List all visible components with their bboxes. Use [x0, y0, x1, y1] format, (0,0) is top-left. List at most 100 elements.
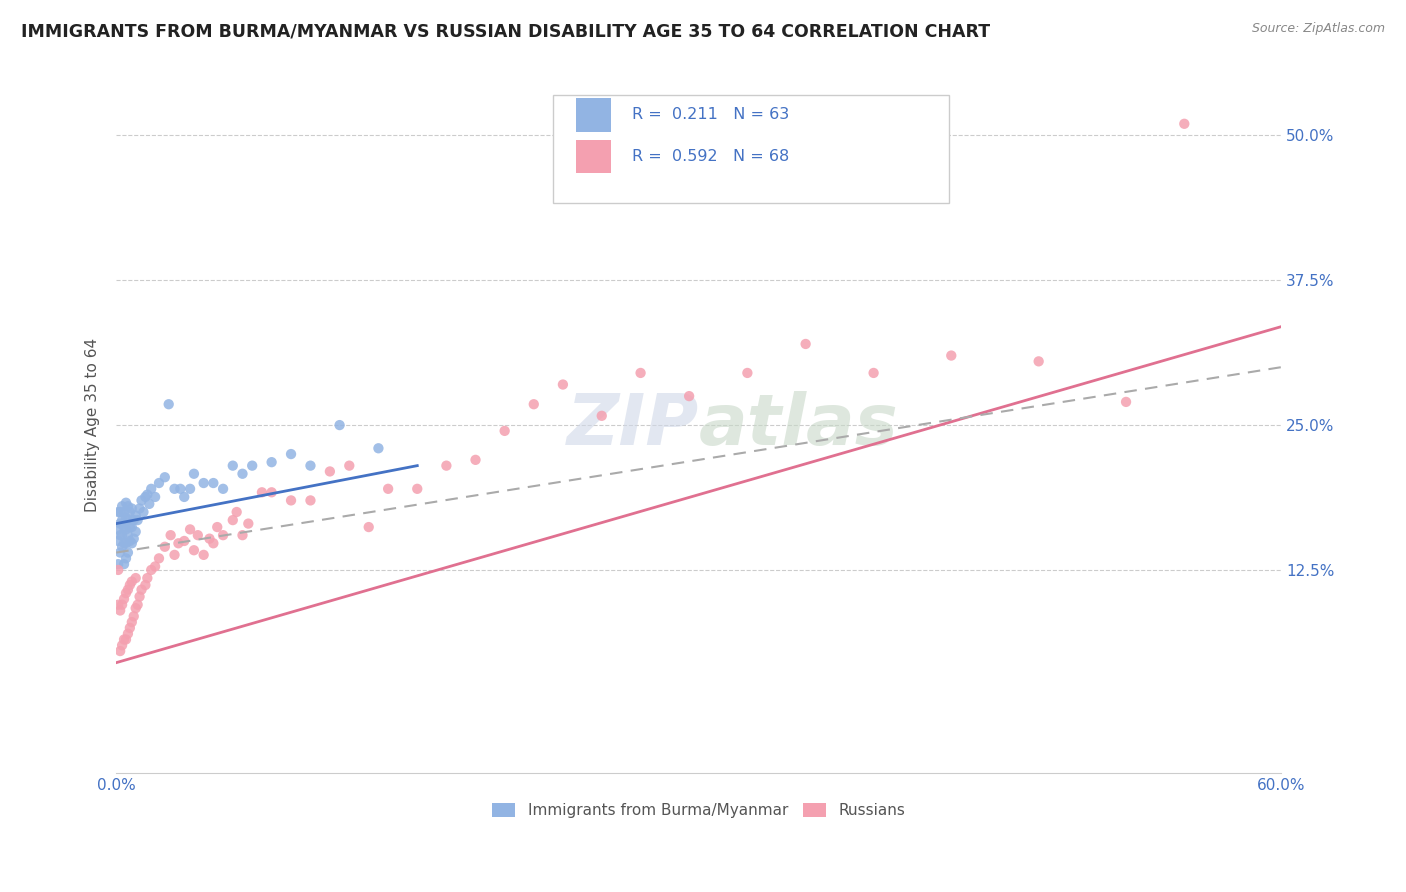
- Point: [299, 458, 322, 473]
- Point: [111, 528, 134, 542]
- Point: [112, 536, 135, 550]
- Point: [108, 505, 131, 519]
- Point: [143, 559, 166, 574]
- Point: [222, 458, 245, 473]
- Point: [115, 586, 138, 600]
- Text: Source: ZipAtlas.com: Source: ZipAtlas.com: [1251, 22, 1385, 36]
- Point: [132, 505, 155, 519]
- Point: [179, 482, 201, 496]
- Point: [159, 528, 181, 542]
- Point: [117, 513, 139, 527]
- Point: [523, 397, 546, 411]
- Point: [212, 482, 235, 496]
- Point: [131, 582, 153, 597]
- Point: [406, 482, 429, 496]
- Point: [222, 513, 245, 527]
- Point: [108, 644, 131, 658]
- Point: [115, 536, 138, 550]
- Point: [193, 476, 215, 491]
- Point: [128, 590, 150, 604]
- Point: [141, 563, 163, 577]
- Point: [117, 626, 139, 640]
- Point: [112, 520, 135, 534]
- Point: [131, 493, 153, 508]
- Point: [464, 453, 486, 467]
- Point: [1028, 354, 1050, 368]
- Point: [141, 482, 163, 496]
- Point: [111, 513, 134, 527]
- Point: [794, 337, 817, 351]
- Text: R =  0.211   N = 63: R = 0.211 N = 63: [633, 108, 790, 122]
- Point: [107, 522, 129, 536]
- Point: [108, 603, 131, 617]
- Point: [111, 598, 134, 612]
- Point: [551, 377, 574, 392]
- Point: [121, 501, 143, 516]
- Point: [112, 591, 135, 606]
- Point: [434, 458, 457, 473]
- Point: [115, 522, 138, 536]
- Point: [319, 465, 342, 479]
- Point: [240, 458, 263, 473]
- Point: [299, 493, 322, 508]
- Point: [117, 545, 139, 559]
- Text: R =  0.592   N = 68: R = 0.592 N = 68: [633, 149, 790, 164]
- Text: ZIP: ZIP: [567, 391, 699, 459]
- Point: [173, 533, 195, 548]
- Point: [118, 621, 141, 635]
- Point: [112, 505, 135, 519]
- Point: [134, 578, 156, 592]
- Point: [163, 482, 186, 496]
- Point: [163, 548, 186, 562]
- Point: [250, 485, 273, 500]
- Point: [198, 532, 221, 546]
- Point: [377, 482, 399, 496]
- Point: [122, 532, 145, 546]
- Point: [118, 533, 141, 548]
- Point: [148, 476, 170, 491]
- Text: IMMIGRANTS FROM BURMA/MYANMAR VS RUSSIAN DISABILITY AGE 35 TO 64 CORRELATION CHA: IMMIGRANTS FROM BURMA/MYANMAR VS RUSSIAN…: [21, 22, 990, 40]
- Point: [591, 409, 613, 423]
- Point: [107, 563, 129, 577]
- Point: [136, 571, 159, 585]
- Point: [117, 582, 139, 597]
- Point: [238, 516, 260, 531]
- Point: [260, 485, 283, 500]
- Point: [125, 508, 148, 523]
- Point: [737, 366, 759, 380]
- FancyBboxPatch shape: [576, 140, 612, 173]
- Point: [117, 499, 139, 513]
- Point: [148, 551, 170, 566]
- Point: [357, 520, 380, 534]
- Legend: Immigrants from Burma/Myanmar, Russians: Immigrants from Burma/Myanmar, Russians: [486, 797, 911, 824]
- Point: [112, 557, 135, 571]
- Point: [115, 632, 138, 647]
- Point: [280, 493, 302, 508]
- Point: [121, 615, 143, 629]
- Point: [153, 470, 176, 484]
- Point: [111, 540, 134, 554]
- Point: [108, 545, 131, 559]
- Point: [260, 455, 283, 469]
- Point: [107, 598, 129, 612]
- Point: [117, 528, 139, 542]
- Point: [111, 499, 134, 513]
- Point: [941, 349, 963, 363]
- Point: [143, 490, 166, 504]
- Point: [630, 366, 652, 380]
- Point: [134, 490, 156, 504]
- Point: [127, 513, 149, 527]
- Point: [115, 551, 138, 566]
- Point: [121, 536, 143, 550]
- Point: [115, 496, 138, 510]
- Point: [122, 609, 145, 624]
- Point: [121, 574, 143, 589]
- Point: [118, 578, 141, 592]
- Point: [183, 543, 205, 558]
- Point: [173, 490, 195, 504]
- Point: [115, 510, 138, 524]
- Point: [108, 516, 131, 531]
- Point: [128, 501, 150, 516]
- Point: [193, 548, 215, 562]
- Point: [111, 638, 134, 652]
